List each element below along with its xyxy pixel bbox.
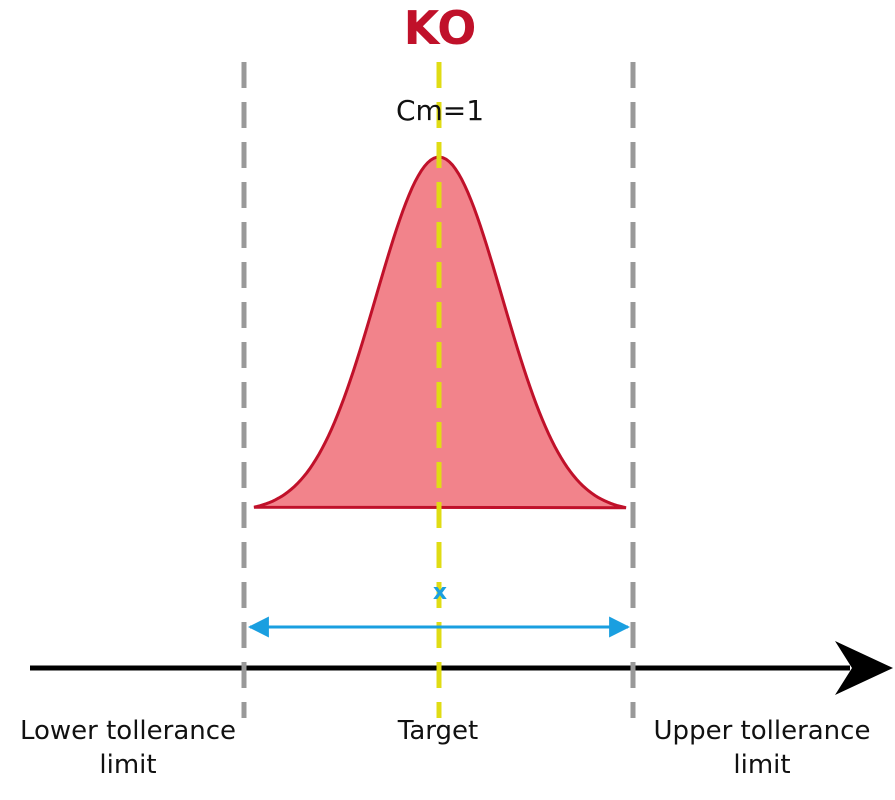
capability-index-label: Cm=1 [395,94,485,127]
lower-limit-label-line1: Lower tollerance [19,716,237,746]
lower-limit-label: Lower tollerance limit [10,714,246,782]
upper-limit-label-line2: limit [733,750,791,780]
distribution-curve [253,155,627,510]
lower-limit-label-line2: limit [99,750,157,780]
target-label: Target [397,716,479,746]
upper-limit-label-line1: Upper tollerance [653,716,871,746]
mean-marker: x [432,580,448,605]
axis-arrowhead-icon [835,641,893,695]
result-title: KO [403,1,477,55]
upper-limit-label: Upper tollerance limit [640,714,884,782]
